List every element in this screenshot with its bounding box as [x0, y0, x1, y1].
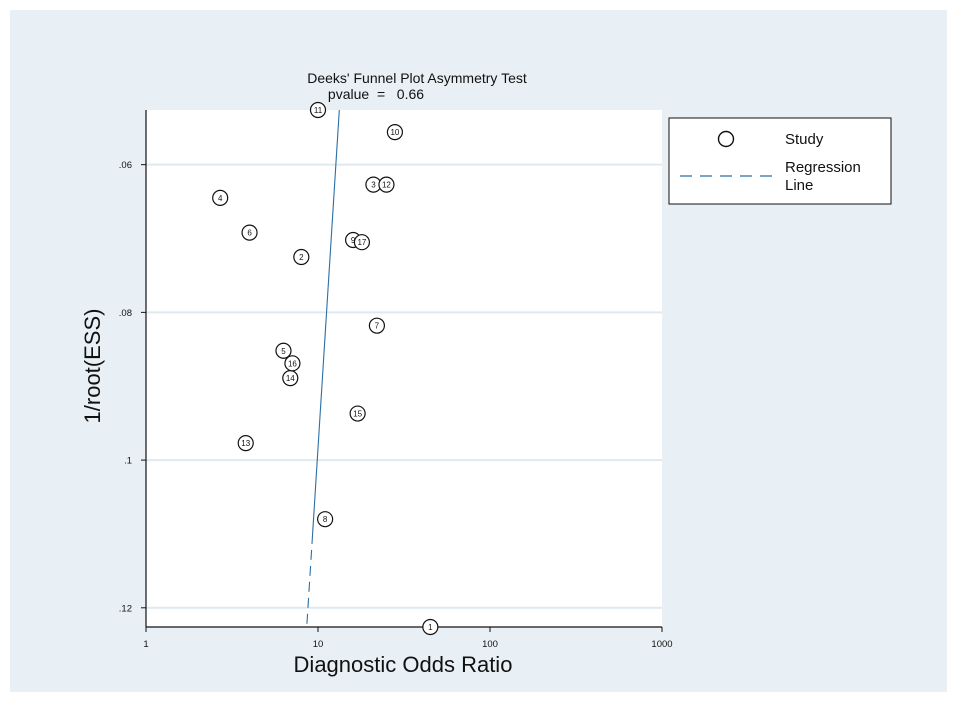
study-label: 3	[371, 181, 376, 190]
plot-area	[146, 110, 662, 627]
legend-study-label: Study	[785, 131, 824, 148]
y-tick-label: .06	[119, 160, 132, 171]
x-axis-title: Diagnostic Odds Ratio	[294, 652, 513, 677]
study-label: 12	[382, 181, 391, 190]
study-label: 4	[218, 194, 223, 203]
study-point: 7	[368, 317, 385, 334]
legend-regression-label-line1: Regression	[785, 159, 861, 176]
study-label: 10	[390, 128, 399, 137]
study-marker	[317, 511, 334, 528]
axes: .06 .08 .1 .12 1 10 100 1000	[119, 110, 673, 650]
study-marker	[241, 224, 258, 241]
study-marker	[237, 434, 254, 452]
gridlines	[146, 163, 662, 609]
study-point: 1	[422, 618, 439, 636]
study-point: 2	[293, 248, 310, 266]
legend-box	[668, 117, 892, 205]
y-tick-label: .12	[119, 603, 132, 614]
study-marker	[309, 101, 327, 119]
study-label: 9	[351, 236, 356, 245]
study-label: 6	[247, 229, 252, 238]
study-point: 11	[309, 101, 327, 119]
study-marker	[284, 355, 301, 372]
study-label: 13	[241, 439, 250, 448]
study-point: 17	[353, 234, 371, 251]
study-label: 8	[323, 515, 328, 524]
legend-regression-label-line2: Line	[785, 177, 813, 194]
legend: Study Regression Line	[668, 117, 892, 205]
study-label: 15	[353, 410, 362, 419]
x-tick-label: 1	[143, 639, 148, 650]
study-point: 16	[284, 355, 301, 372]
study-marker	[349, 405, 366, 422]
study-point: 14	[282, 370, 299, 387]
study-point: 4	[212, 189, 229, 206]
study-marker	[368, 317, 385, 334]
chart-subtitle: pvalue = 0.66	[328, 86, 424, 102]
study-point: 15	[349, 405, 366, 422]
x-tick-label: 100	[482, 639, 498, 650]
study-marker	[293, 248, 310, 266]
y-tick-label: .1	[124, 456, 132, 467]
study-marker	[275, 342, 292, 359]
y-tick-label: .08	[119, 308, 132, 319]
x-tick-label: 1000	[651, 639, 672, 650]
study-marker	[386, 124, 404, 141]
study-marker	[378, 176, 395, 193]
study-point: 8	[317, 511, 334, 528]
study-label: 14	[286, 374, 295, 383]
legend-study-marker	[717, 130, 735, 148]
study-point: 5	[275, 342, 292, 359]
study-label: 16	[288, 359, 297, 368]
study-label: 2	[299, 253, 304, 262]
study-point: 6	[241, 224, 258, 241]
chart-title: Deeks' Funnel Plot Asymmetry Test	[307, 70, 527, 86]
study-label: 7	[375, 322, 380, 331]
regression-line-layer	[306, 109, 340, 628]
study-marker	[422, 618, 439, 636]
study-marker	[212, 189, 229, 206]
study-label: 5	[281, 347, 286, 356]
study-label: 17	[357, 238, 366, 247]
study-point: 10	[386, 124, 404, 141]
study-marker	[353, 234, 371, 251]
regression-line	[312, 109, 340, 534]
study-label: 11	[314, 106, 323, 115]
x-tick-label: 10	[313, 639, 324, 650]
y-axis-title: 1/root(ESS)	[80, 309, 105, 424]
study-label: 1	[428, 623, 433, 632]
study-point: 13	[237, 434, 254, 452]
study-point: 12	[378, 176, 395, 193]
